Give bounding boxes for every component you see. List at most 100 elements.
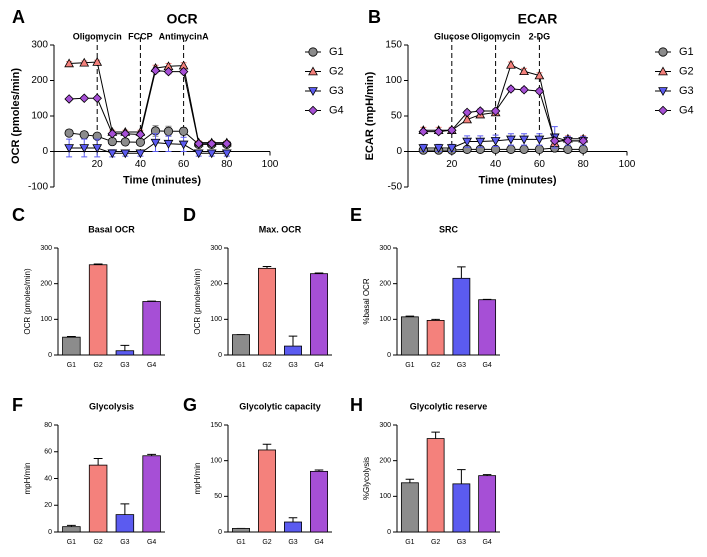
- chart-title: Glycolysis: [89, 401, 134, 411]
- y-tick-label: 100: [40, 316, 52, 323]
- data-point: [163, 139, 174, 149]
- x-tick-label: G3: [457, 539, 466, 546]
- bar: [232, 528, 250, 533]
- x-tick-label: 60: [534, 159, 546, 170]
- x-tick-label: G4: [314, 362, 323, 369]
- data-point: [475, 106, 486, 116]
- x-tick-label: G2: [262, 362, 271, 369]
- legend-marker: [308, 87, 318, 97]
- y-axis-label: OCR (pmoles/min): [193, 268, 202, 335]
- y-tick-label: 200: [40, 281, 52, 288]
- y-tick-label: 150: [385, 40, 402, 51]
- y-tick-label: 0: [218, 529, 222, 536]
- error-bar: [120, 503, 130, 515]
- data-point: [563, 136, 573, 146]
- y-axis-label: %basal OCR: [362, 278, 371, 324]
- bar: [310, 470, 328, 533]
- y-tick-label: 80: [44, 422, 52, 429]
- x-tick-label: 40: [135, 159, 147, 170]
- data-point: [519, 144, 529, 154]
- data-point: [490, 106, 501, 116]
- bar: [88, 264, 108, 356]
- data-point: [79, 144, 90, 153]
- bar: [284, 521, 302, 533]
- y-tick-label: 100: [210, 316, 222, 323]
- data-point: [107, 149, 118, 159]
- x-axis-label: Time (minutes): [123, 174, 201, 186]
- y-tick-label: 0: [396, 146, 402, 157]
- x-tick-label: 80: [221, 159, 233, 170]
- y-tick-label: 50: [391, 111, 403, 122]
- bar: [400, 316, 419, 356]
- x-tick-label: G3: [457, 362, 466, 369]
- panel-letter: A: [12, 7, 25, 27]
- data-point: [462, 107, 472, 118]
- legend-label: G1: [329, 46, 344, 58]
- data-point: [79, 57, 90, 67]
- x-tick-label: G2: [93, 539, 102, 546]
- y-tick-label: 300: [379, 422, 391, 429]
- x-tick-label: G1: [405, 539, 414, 546]
- bar: [284, 345, 302, 356]
- y-tick-label: 100: [379, 493, 391, 500]
- y-axis-label: mpH/min: [193, 462, 202, 494]
- data-point: [135, 149, 146, 159]
- x-tick-label: 60: [178, 159, 190, 170]
- legend-label: G4: [329, 104, 344, 116]
- x-tick-label: 40: [490, 159, 502, 170]
- legend-marker: [308, 105, 318, 116]
- treatment-label: Oligomycin: [471, 31, 520, 41]
- legend-label: G1: [679, 46, 694, 58]
- error-bar: [405, 478, 415, 483]
- error-bar: [262, 443, 272, 450]
- error-bar: [120, 344, 130, 351]
- y-tick-label: 300: [379, 245, 391, 252]
- data-point: [92, 93, 102, 104]
- bar: [62, 336, 81, 356]
- legend-marker: [308, 66, 318, 76]
- data-point: [563, 144, 573, 154]
- data-point: [519, 84, 529, 95]
- legend-marker: [658, 105, 668, 116]
- bar: [426, 438, 445, 533]
- legend-marker: [308, 47, 318, 57]
- data-point: [534, 86, 545, 96]
- panel-letter: C: [12, 205, 25, 225]
- x-tick-label: G1: [236, 539, 245, 546]
- data-point: [506, 135, 516, 145]
- data-point: [193, 138, 204, 149]
- data-point: [120, 128, 131, 139]
- panel-letter: G: [183, 395, 197, 415]
- x-tick-label: G4: [147, 362, 156, 369]
- y-tick-label: 0: [387, 529, 391, 536]
- data-point: [64, 58, 74, 68]
- data-point: [506, 144, 516, 154]
- error-bar: [431, 431, 440, 439]
- y-tick-label: 0: [387, 352, 391, 359]
- data-point: [135, 129, 146, 140]
- chart-title: OCR: [166, 11, 197, 27]
- y-axis-label: ECAR (mpH/min): [364, 71, 376, 160]
- panel-letter: E: [350, 205, 362, 225]
- data-point: [92, 57, 103, 66]
- y-tick-label: 200: [210, 281, 222, 288]
- y-tick-label: 0: [48, 529, 52, 536]
- x-tick-label: 20: [446, 159, 458, 170]
- data-point: [163, 126, 174, 136]
- data-point: [519, 66, 529, 76]
- data-point: [107, 128, 118, 139]
- panel-letter: H: [350, 395, 363, 415]
- bar: [142, 301, 161, 356]
- x-tick-label: G4: [482, 362, 491, 369]
- x-tick-label: G2: [262, 539, 271, 546]
- x-tick-label: G3: [120, 539, 129, 546]
- data-point: [447, 125, 457, 135]
- data-point: [178, 66, 189, 77]
- x-tick-label: G2: [431, 362, 440, 369]
- y-axis-label: OCR (pmoles/min): [10, 68, 22, 164]
- data-point: [150, 65, 161, 76]
- bar: [310, 273, 328, 356]
- chart-title: Max. OCR: [259, 224, 302, 234]
- y-axis-label: %Glycolysis: [362, 457, 371, 500]
